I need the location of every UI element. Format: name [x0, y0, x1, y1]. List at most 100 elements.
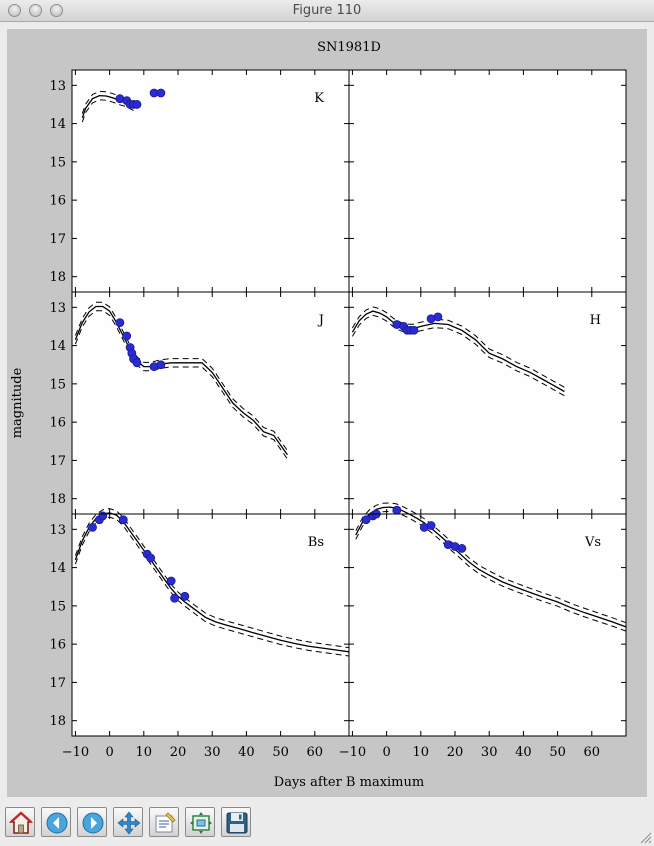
y-tick-label: 17 [49, 232, 66, 247]
x-tick-label: 30 [481, 745, 498, 760]
y-tick-label: 16 [49, 638, 66, 653]
panel-bs-data-point [180, 591, 190, 601]
y-axis-label: magnitude [10, 367, 25, 438]
panel-bs-model-line [74, 512, 350, 653]
panel-vs-frame [348, 513, 627, 737]
y-tick-label: 17 [49, 454, 66, 469]
panel-bs-data-point [98, 511, 108, 521]
panel-j-model-upper-dashed [74, 301, 288, 451]
panel-h-data-point [433, 312, 443, 322]
window-title: Figure 110 [292, 3, 362, 18]
window-titlebar[interactable]: Figure 110 [0, 0, 654, 22]
panel-vs-model-lower-dashed [355, 510, 627, 632]
x-tick-label: 40 [515, 745, 532, 760]
x-tick-label: 60 [307, 745, 324, 760]
panel-j-data-point [115, 318, 125, 328]
panel-j-data-point [132, 358, 142, 368]
y-tick-label: 15 [49, 377, 66, 392]
x-tick-label: −10 [62, 745, 89, 760]
x-tick-label: 50 [549, 745, 566, 760]
panel-bs-data-point [166, 576, 176, 586]
x-axis-label: Days after B maximum [274, 775, 424, 790]
panel-bs-model-upper-dashed [74, 508, 350, 649]
panel-h-data-point [409, 325, 419, 335]
x-tick-label: 60 [584, 745, 601, 760]
y-tick-label: 17 [49, 676, 66, 691]
y-tick-label: 16 [49, 194, 66, 209]
panel-vs-data-point [392, 505, 402, 515]
y-tick-label: 14 [49, 339, 66, 354]
panel-bs-data-point [118, 515, 128, 525]
chart-title: SN1981D [317, 40, 381, 55]
resize-grip-icon[interactable] [640, 832, 652, 844]
panel-j-background [72, 292, 349, 514]
y-tick-label: 18 [49, 492, 66, 507]
panel-j-data-point [156, 360, 166, 370]
back-button[interactable] [41, 807, 71, 837]
panel-k-band-label: K [314, 91, 324, 106]
panel-k-model-lower-dashed [81, 99, 134, 123]
floppy-disk-icon [226, 812, 248, 834]
panel-vs-data-point [457, 544, 467, 553]
panel-bs-band-label: Bs [308, 535, 324, 550]
subplots-config-icon [155, 812, 176, 833]
panel-bs-background [72, 514, 349, 736]
panel-vs-data-point [426, 521, 436, 530]
back-arrow-icon [46, 812, 68, 834]
x-tick-label: 20 [447, 745, 464, 760]
x-tick-label: 20 [170, 745, 187, 760]
subplots-button[interactable] [149, 807, 179, 837]
panel-h-band-label: H [590, 313, 601, 328]
x-tick-label: 40 [238, 745, 255, 760]
x-tick-label: −10 [339, 745, 366, 760]
y-tick-label: 13 [49, 523, 66, 538]
x-tick-label: 10 [136, 745, 153, 760]
pan-button[interactable] [113, 807, 143, 837]
home-button[interactable] [5, 807, 35, 837]
y-tick-label: 14 [49, 117, 66, 132]
y-tick-label: 18 [49, 270, 66, 285]
panel-k-background [72, 70, 349, 292]
y-tick-label: 13 [49, 301, 66, 316]
panel-vs-background [349, 514, 626, 736]
x-tick-label: 30 [204, 745, 221, 760]
panel-bs-data-point [170, 593, 179, 603]
panel-bs-data-point [146, 553, 156, 563]
panel-j-data-point [122, 331, 132, 341]
y-tick-label: 15 [49, 599, 66, 614]
y-tick-label: 15 [49, 155, 66, 170]
panel-bs-data-point [88, 522, 97, 532]
x-tick-label: 0 [382, 745, 390, 760]
panel-h-model-lower-dashed [351, 314, 565, 397]
light-curve-chart: SN1981D Days after B maximum magnitude 13 14… [10, 40, 627, 790]
zoom-button[interactable] [185, 807, 215, 837]
x-tick-label: 0 [105, 745, 113, 760]
x-tick-label: 10 [413, 745, 430, 760]
y-tick-label: 14 [49, 561, 66, 576]
forward-arrow-icon [82, 812, 104, 834]
navigation-toolbar [0, 804, 654, 846]
panel-k-data-point [132, 100, 142, 109]
panel-h-background [349, 292, 626, 514]
x-tick-label: 50 [272, 745, 289, 760]
y-tick-label: 16 [49, 416, 66, 431]
close-window-button[interactable] [8, 4, 21, 17]
panel-vs-data-point [361, 515, 371, 525]
minimize-window-button[interactable] [29, 4, 42, 17]
zoom-window-button[interactable] [50, 4, 63, 17]
home-icon [8, 811, 34, 834]
zoom-rect-icon [190, 812, 212, 834]
panel-empty-background [349, 70, 626, 292]
panel-vs-band-label: Vs [584, 535, 601, 550]
figure-area: SN1981D Days after B maximum magnitude 13 14… [7, 29, 647, 797]
save-button[interactable] [221, 807, 251, 837]
move-arrows-icon [117, 811, 141, 835]
panel-j-model-lower-dashed [74, 310, 288, 460]
y-tick-label: 18 [49, 714, 66, 729]
panel-j-band-label: J [317, 313, 324, 328]
forward-button[interactable] [77, 807, 107, 837]
y-tick-label: 13 [49, 79, 66, 94]
panel-j-model-line [74, 305, 288, 456]
panel-h-model-line [351, 310, 565, 393]
panel-k-data-point [156, 88, 166, 98]
